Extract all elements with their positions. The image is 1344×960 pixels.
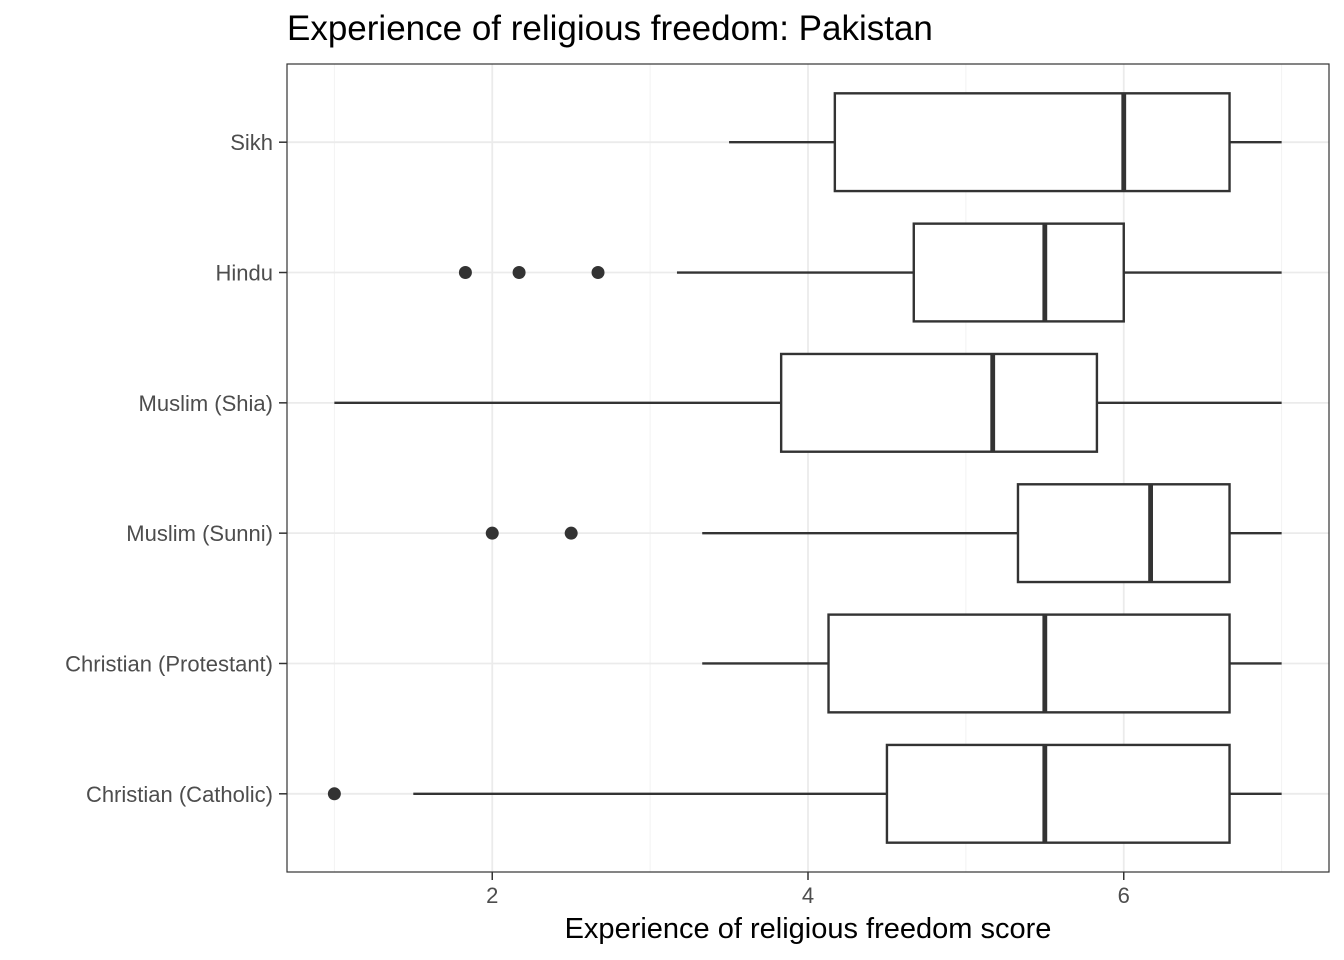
y-tick-label-0: Sikh [230, 130, 273, 155]
x-axis: 2 4 6 [486, 872, 1130, 908]
box-3-iqr [1016, 483, 1231, 584]
box-3-outlier-0 [485, 526, 499, 540]
y-tick-label-1: Hindu [216, 261, 273, 286]
x-tick-label-4: 4 [802, 883, 814, 908]
box-1-iqr [912, 222, 1125, 323]
whiskers [334, 140, 1282, 796]
box-5-outlier-0 [327, 787, 341, 801]
y-tick-label-4: Christian (Protestant) [65, 651, 273, 676]
x-axis-title: Experience of religious freedom score [565, 913, 1052, 945]
box-1-outlier-2 [591, 266, 605, 280]
box-2-iqr [779, 352, 1099, 453]
x-tick-label-6: 6 [1118, 883, 1130, 908]
chart-title: Experience of religious freedom: Pakista… [287, 9, 933, 48]
boxes [779, 92, 1231, 844]
box-1-outlier-0 [458, 266, 472, 280]
y-tick-label-2: Muslim (Shia) [139, 391, 273, 416]
box-5-iqr [885, 743, 1231, 844]
y-tick-label-5: Christian (Catholic) [86, 782, 273, 807]
box-0-iqr [833, 92, 1231, 193]
outliers [327, 266, 605, 801]
box-1-outlier-1 [512, 266, 526, 280]
box-4-iqr [827, 613, 1231, 714]
y-tick-label-3: Muslim (Sunni) [126, 521, 273, 546]
x-tick-label-2: 2 [486, 883, 498, 908]
box-3-outlier-1 [564, 526, 578, 540]
y-axis: Sikh Hindu Muslim (Shia) Muslim (Sunni) Chri… [65, 130, 287, 807]
